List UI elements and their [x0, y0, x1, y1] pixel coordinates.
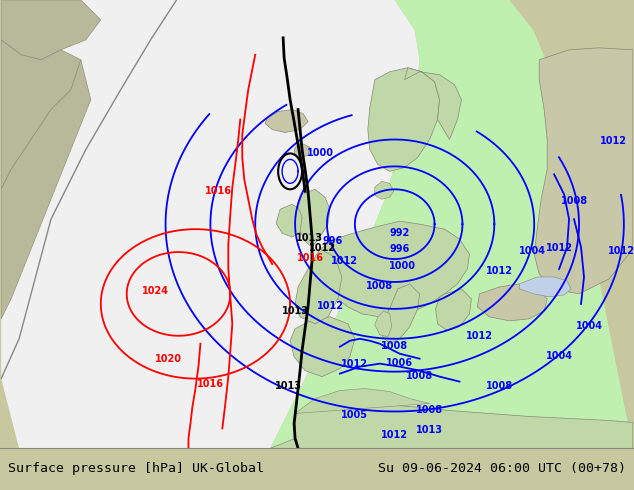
Text: 1012: 1012: [332, 256, 358, 266]
Polygon shape: [298, 189, 330, 247]
Text: 1012: 1012: [600, 137, 628, 147]
Polygon shape: [1, 0, 420, 448]
Polygon shape: [383, 284, 420, 344]
Text: 1012: 1012: [466, 331, 493, 341]
Text: 992: 992: [389, 228, 410, 238]
Text: 1006: 1006: [386, 358, 413, 368]
Text: 1013: 1013: [416, 425, 443, 436]
Text: 1008: 1008: [381, 341, 408, 351]
Text: 1012: 1012: [341, 359, 368, 368]
Polygon shape: [404, 68, 462, 140]
Text: 1013: 1013: [275, 381, 302, 391]
Text: 1008: 1008: [560, 196, 588, 206]
Text: 996: 996: [389, 244, 410, 254]
Text: Surface pressure [hPa] UK-Global: Surface pressure [hPa] UK-Global: [8, 462, 264, 475]
Text: 1012: 1012: [609, 246, 634, 256]
Text: 1012: 1012: [546, 243, 573, 253]
Polygon shape: [375, 311, 392, 337]
Polygon shape: [295, 389, 430, 414]
Polygon shape: [270, 404, 633, 448]
Polygon shape: [477, 284, 547, 321]
Polygon shape: [1, 0, 101, 60]
Text: 1004: 1004: [576, 321, 602, 331]
Polygon shape: [1, 60, 91, 319]
Text: 1008: 1008: [486, 381, 513, 391]
Polygon shape: [265, 110, 308, 132]
Text: 1012: 1012: [316, 301, 344, 311]
Polygon shape: [534, 48, 633, 294]
Text: 1004: 1004: [546, 351, 573, 361]
Text: Su 09-06-2024 06:00 UTC (00+78): Su 09-06-2024 06:00 UTC (00+78): [378, 462, 626, 475]
Polygon shape: [436, 289, 472, 331]
Text: 1013: 1013: [281, 306, 309, 316]
Text: 1012: 1012: [486, 266, 513, 276]
Text: 1008: 1008: [416, 406, 443, 416]
Text: 1013: 1013: [295, 233, 323, 243]
Text: 1008: 1008: [366, 281, 393, 291]
Text: 1012: 1012: [381, 430, 408, 441]
Polygon shape: [276, 204, 305, 237]
Text: 1020: 1020: [155, 354, 182, 364]
Polygon shape: [375, 181, 394, 199]
Polygon shape: [290, 317, 355, 377]
Polygon shape: [295, 249, 342, 324]
Text: 1005: 1005: [341, 411, 368, 420]
Text: 996: 996: [323, 236, 343, 246]
Text: 1024: 1024: [142, 286, 169, 296]
Polygon shape: [294, 144, 310, 157]
Polygon shape: [1, 40, 81, 189]
Text: 1000: 1000: [389, 261, 416, 271]
Polygon shape: [519, 277, 571, 297]
Polygon shape: [270, 0, 633, 448]
Text: 1016: 1016: [205, 186, 232, 196]
Polygon shape: [368, 68, 439, 172]
Text: 1004: 1004: [519, 246, 546, 256]
Text: 1012: 1012: [309, 243, 335, 253]
Text: 1016: 1016: [197, 379, 224, 389]
Polygon shape: [315, 221, 469, 317]
Text: 1000: 1000: [306, 148, 333, 158]
Text: 1016: 1016: [297, 253, 323, 263]
Text: 1008: 1008: [406, 370, 433, 381]
